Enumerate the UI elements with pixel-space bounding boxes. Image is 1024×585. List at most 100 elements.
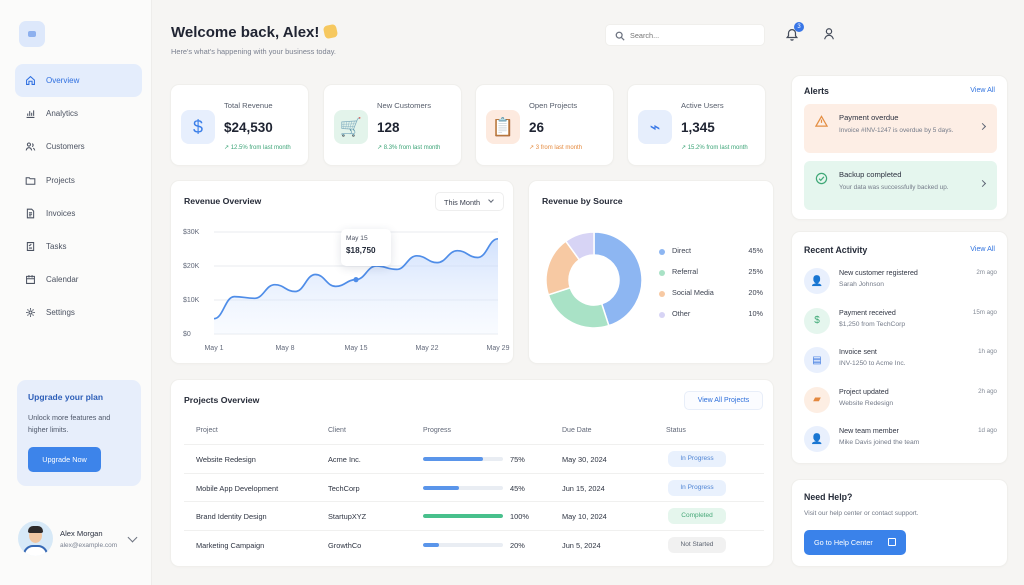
activity-item[interactable]: ▰ Project updated Website Redesign 2h ago xyxy=(804,386,997,422)
chevron-right-icon[interactable] xyxy=(978,179,987,188)
user-icon xyxy=(824,28,834,40)
upgrade-card: Upgrade your plan Unlock more features a… xyxy=(17,380,141,486)
search-input[interactable] xyxy=(630,29,750,42)
notifications-button[interactable]: 3 xyxy=(785,22,804,42)
user-email: alex@example.com xyxy=(60,542,118,549)
table-header: Due Date xyxy=(562,427,592,434)
activity-time: 2h ago xyxy=(978,387,997,395)
sidebar-item-label: Analytics xyxy=(46,109,79,119)
help-center-label: Go to Help Center xyxy=(814,538,873,547)
alert-item[interactable]: Payment overdue Invoice #INV-1247 is over… xyxy=(804,104,997,153)
progress-bar xyxy=(423,542,503,547)
x-tick-label: May 8 xyxy=(275,345,294,352)
progress-bar xyxy=(423,457,503,461)
legend-dot xyxy=(659,249,665,255)
stat-label: Open Projects xyxy=(529,101,578,110)
legend-item: Other 10% xyxy=(659,308,763,322)
project-name: Brand Identity Design xyxy=(196,512,267,521)
folder-icon: ▰ xyxy=(804,386,830,413)
project-name: Mobile App Development xyxy=(196,483,279,493)
y-tick-label: $30K xyxy=(183,229,200,236)
status-badge: Completed xyxy=(668,508,726,524)
client-name: StartupXYZ xyxy=(328,512,367,521)
sidebar-item-invoices[interactable]: Invoices xyxy=(15,197,142,230)
donut-slice-direct[interactable] xyxy=(593,231,643,327)
revenue-area xyxy=(214,238,498,334)
sidebar-item-label: Settings xyxy=(46,308,75,318)
due-date: Jun 15, 2024 xyxy=(562,483,605,493)
sidebar-item-overview[interactable]: Overview xyxy=(15,64,142,97)
sidebar-item-label: Overview xyxy=(46,76,80,85)
clipboard-icon: 📋 xyxy=(486,110,520,144)
dollar-icon: $ xyxy=(804,307,830,334)
table-row[interactable]: Website Redesign Acme Inc. 75% May 30, 2024… xyxy=(184,444,764,472)
activity-item[interactable]: $ Payment received $1,250 from TechCorp 15m… xyxy=(804,307,997,343)
alert-text: Invoice #INV-1247 is overdue by 5 days. xyxy=(839,127,954,134)
revenue-point[interactable] xyxy=(353,277,359,283)
donut-slice-referral[interactable] xyxy=(547,286,610,329)
progress-fill xyxy=(423,457,483,461)
recent-activity-title: Recent Activity xyxy=(804,245,868,255)
welcome-text: Welcome back, Alex! xyxy=(171,24,320,41)
chevron-down-icon[interactable] xyxy=(127,532,138,543)
sidebar-item-analytics[interactable]: Analytics xyxy=(15,97,142,130)
activity-item[interactable]: 👤 New team member Mike Davis joined the te… xyxy=(804,425,997,461)
stat-label: Active Users xyxy=(681,101,724,110)
alert-item[interactable]: Backup completed Your data was successful… xyxy=(804,161,997,210)
alert-title: Payment overdue xyxy=(839,113,899,122)
donut-slice-other[interactable] xyxy=(564,231,595,261)
activity-item[interactable]: 👤 New customer registered Sarah Johnson 2m … xyxy=(804,267,997,303)
profile-button[interactable] xyxy=(822,27,836,46)
revenue-overview-card: Revenue Overview This Month $30K $20K $10K… xyxy=(170,180,514,364)
sidebar-item-calendar[interactable]: Calendar xyxy=(15,263,142,296)
view-all-projects-link[interactable]: View All Projects xyxy=(684,391,763,410)
activity-view-all-link[interactable]: View All xyxy=(970,245,995,253)
sidebar-nav: Overview Analytics Customers Projects Invoic… xyxy=(15,64,142,330)
alert-title: Backup completed xyxy=(839,170,902,179)
search-icon xyxy=(615,31,625,41)
legend-label: Direct xyxy=(672,246,692,255)
table-header: Client xyxy=(328,427,346,434)
stat-label: Total Revenue xyxy=(224,101,273,110)
project-name: Marketing Campaign xyxy=(196,540,265,550)
help-card: Need Help? Visit our help center or cont… xyxy=(791,479,1008,567)
legend-dot xyxy=(659,270,665,276)
chart-tooltip: May 15 $18,750 xyxy=(341,229,391,266)
avatar xyxy=(18,521,53,556)
y-tick-label: $0 xyxy=(183,331,191,338)
progress-bar xyxy=(423,514,503,518)
help-center-button[interactable]: Go to Help Center xyxy=(804,530,906,555)
chevron-right-icon[interactable] xyxy=(978,122,987,131)
progress-fill xyxy=(423,542,439,547)
upgrade-text: Unlock more features and higher limits. xyxy=(28,413,111,434)
sidebar-item-projects[interactable]: Projects xyxy=(15,164,142,197)
analytics-icon xyxy=(26,110,35,119)
upgrade-now-button[interactable]: Upgrade Now xyxy=(28,447,101,472)
gear-icon xyxy=(26,308,35,318)
stat-change: ↗ 15.2% from last month xyxy=(681,145,748,151)
sidebar-item-tasks[interactable]: Tasks xyxy=(15,230,142,263)
sidebar-item-settings[interactable]: Settings xyxy=(15,296,142,329)
projects-overview-title: Projects Overview xyxy=(184,395,260,405)
table-row[interactable]: Mobile App Development TechCorp 45% Jun 15,… xyxy=(184,472,764,501)
stat-change: ↗ 12.5% from last month xyxy=(224,145,291,151)
y-tick-label: $20K xyxy=(183,263,200,270)
alerts-view-all-link[interactable]: View All xyxy=(970,86,995,94)
users-icon xyxy=(25,142,36,151)
sidebar-item-customers[interactable]: Customers xyxy=(15,130,142,163)
stat-value: 128 xyxy=(377,120,400,135)
user-profile[interactable]: Alex Morgan alex@example.com xyxy=(18,519,142,559)
table-row[interactable]: Brand Identity Design StartupXYZ 100% May 1… xyxy=(184,501,764,529)
activity-item[interactable]: ▤ Invoice sent INV-1250 to Acme Inc. 1h ago xyxy=(804,346,997,382)
table-row[interactable]: Marketing Campaign GrowthCo 20% Jun 5, 2024… xyxy=(184,529,764,558)
search-box[interactable] xyxy=(605,24,765,46)
stat-change: ↗ 3 from last month xyxy=(529,145,583,151)
activity-subtitle: Sarah Johnson xyxy=(839,281,884,288)
app-logo[interactable] xyxy=(19,21,45,47)
stat-change: ↗ 8.3% from last month xyxy=(377,145,441,151)
activity-time: 1h ago xyxy=(978,348,997,355)
cart-icon: 🛒 xyxy=(334,110,368,144)
progress-fill xyxy=(423,485,459,490)
legend-item: Social Media 20% xyxy=(659,287,763,301)
date-range-select[interactable]: This Month xyxy=(435,192,504,211)
